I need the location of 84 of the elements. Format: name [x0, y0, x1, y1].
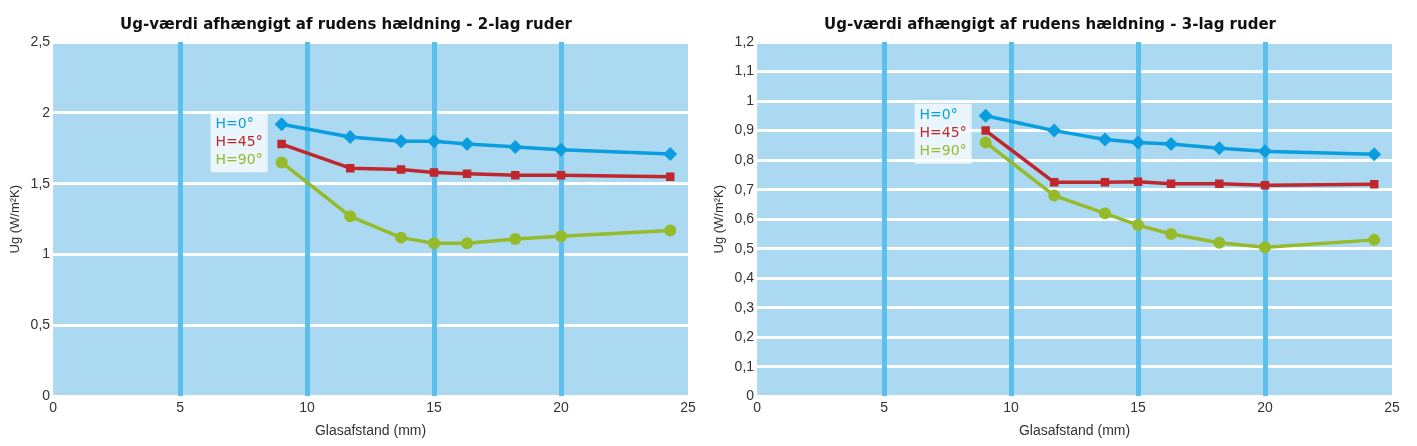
chart-title: Ug-værdi afhængigt af rudens hældning - 2-lag ruder: [119, 14, 573, 33]
point: [277, 139, 286, 149]
x-tick-label: 15: [1130, 398, 1147, 415]
x-tick-label: 5: [880, 398, 889, 415]
x-axis-title: Glasafstand (mm): [314, 422, 427, 439]
y-tick-label: 0,3: [734, 298, 755, 315]
point: [1369, 180, 1379, 189]
point: [1368, 233, 1381, 246]
point: [1259, 241, 1272, 254]
y-tick-label: 0,6: [734, 210, 755, 227]
point: [1215, 179, 1224, 188]
point: [429, 168, 439, 177]
point: [396, 165, 406, 174]
x-tick-label: 15: [426, 398, 443, 415]
x-tick-label: 10: [1003, 398, 1020, 415]
point: [460, 137, 475, 152]
point: [1164, 136, 1179, 151]
x-tick-label: 20: [553, 398, 570, 415]
series-label: H=90°: [919, 142, 967, 159]
point: [1048, 189, 1061, 202]
y-tick-label: 1,2: [734, 32, 755, 49]
y-tick-label: 0: [746, 387, 755, 404]
y-tick-label: 0,9: [734, 121, 755, 138]
point: [395, 231, 408, 244]
point: [509, 233, 522, 246]
point: [1100, 178, 1110, 187]
point: [343, 129, 358, 144]
series-label: H=45°: [215, 132, 263, 149]
point: [428, 237, 441, 250]
y-tick-label: 1: [42, 245, 51, 262]
point: [1131, 135, 1146, 150]
y-tick-label: 0,1: [734, 357, 755, 374]
x-tick-label: 5: [176, 398, 185, 415]
x-tick-label: 25: [1384, 398, 1400, 415]
y-tick-label: 2,5: [30, 32, 51, 49]
x-tick-label: 10: [299, 398, 316, 415]
series-label: H=0°: [215, 114, 254, 131]
y-tick-label: 1,1: [734, 62, 755, 79]
y-axis-title: Ug (W/m²K): [7, 184, 23, 254]
point: [461, 237, 474, 250]
point: [274, 117, 289, 132]
y-tick-label: 0,8: [734, 150, 755, 167]
y-tick-label: 1: [746, 91, 755, 108]
series-label: H=45°: [919, 124, 967, 141]
point: [1098, 132, 1113, 147]
point: [664, 224, 677, 237]
point: [394, 134, 409, 149]
point: [1212, 141, 1227, 156]
x-axis-title: Glasafstand (mm): [1018, 422, 1131, 439]
point: [1099, 207, 1112, 220]
y-tick-label: 1,5: [30, 174, 51, 191]
point: [1049, 178, 1059, 187]
x-tick-label: 20: [1257, 398, 1274, 415]
series-label: H=0°: [919, 106, 958, 123]
point: [554, 142, 569, 157]
point: [979, 136, 992, 149]
point: [1133, 177, 1143, 186]
point: [1213, 236, 1226, 249]
point: [1367, 147, 1382, 162]
x-tick-label: 25: [680, 398, 696, 415]
point: [1165, 227, 1178, 240]
point: [981, 126, 990, 135]
point: [344, 210, 357, 223]
y-tick-label: 0,5: [30, 316, 51, 333]
y-tick-label: 0,7: [734, 180, 755, 197]
point: [555, 230, 568, 243]
point: [508, 139, 523, 154]
point: [663, 146, 678, 161]
point: [427, 134, 442, 149]
y-tick-label: 0,2: [734, 328, 755, 345]
series-label: H=90°: [215, 150, 263, 167]
chart-title: Ug-værdi afhængigt af rudens hældning - 3-lag ruder: [823, 14, 1277, 33]
y-tick-label: 0: [42, 387, 51, 404]
y-tick-label: 2: [42, 103, 51, 120]
point: [665, 172, 675, 181]
point: [1047, 123, 1062, 138]
point: [978, 108, 993, 123]
point: [275, 156, 288, 169]
y-axis-title: Ug (W/m²K): [711, 184, 727, 254]
point: [1258, 144, 1273, 159]
y-tick-label: 0,5: [734, 239, 755, 256]
y-tick-label: 0,4: [734, 269, 755, 286]
point: [1132, 219, 1145, 232]
point: [511, 171, 520, 180]
